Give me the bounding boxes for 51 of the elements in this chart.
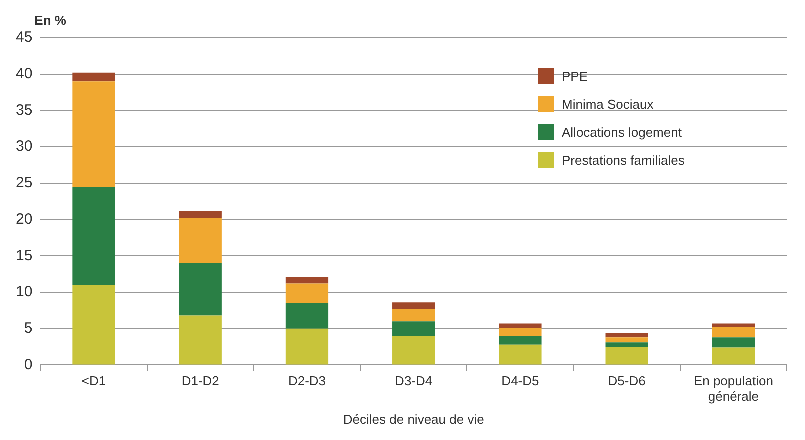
- bar: [392, 336, 436, 365]
- bar: [606, 342, 648, 348]
- y-tick-label: 5: [24, 320, 33, 337]
- bar: [606, 338, 648, 343]
- bar: [392, 302, 436, 310]
- legend-label: Prestations familiales: [562, 152, 685, 168]
- bar: [286, 303, 329, 329]
- y-tick-label: 0: [24, 356, 33, 374]
- bar: [286, 284, 329, 304]
- y-tick-label: 40: [16, 65, 33, 82]
- y-tick-label: 10: [16, 284, 33, 301]
- bar: [72, 187, 116, 286]
- y-tick-label: 25: [16, 174, 33, 192]
- bar: [286, 277, 329, 284]
- bar: [72, 285, 116, 365]
- bar: [392, 309, 436, 322]
- bar: [606, 347, 648, 365]
- x-tick-label: <D1: [82, 374, 106, 389]
- bar: [606, 333, 648, 338]
- y-tick-label: 20: [16, 210, 33, 228]
- bar: [712, 327, 756, 338]
- bar: [179, 263, 222, 316]
- bar: [499, 344, 542, 365]
- y-tick-label: 45: [16, 29, 33, 46]
- bar: [499, 336, 542, 345]
- x-tick-label: D1-D2: [182, 374, 220, 389]
- legend-label: Allocations logement: [562, 124, 682, 140]
- bar: [499, 328, 542, 336]
- bar: [712, 348, 756, 365]
- y-tick-label: 30: [16, 138, 33, 156]
- x-axis-title: Déciles de niveau de vie: [343, 412, 484, 427]
- bar: [72, 82, 116, 188]
- bar: [179, 211, 222, 218]
- x-tick-label: D5-D6: [608, 374, 646, 389]
- y-tick-label: 35: [16, 102, 33, 119]
- bar: [712, 338, 756, 348]
- bar: [712, 324, 756, 328]
- legend-label: Minima Sociaux: [562, 96, 654, 112]
- y-tick-label: 15: [16, 247, 33, 264]
- bar: [179, 218, 222, 264]
- bar: [72, 72, 116, 82]
- x-tick-label: D2-D3: [288, 374, 326, 389]
- bar: [392, 322, 436, 336]
- bar: [499, 324, 542, 328]
- bar: [179, 316, 222, 365]
- x-tick-label: En population générale: [694, 374, 774, 404]
- x-tick-label: D4-D5: [502, 374, 540, 389]
- bar: [286, 328, 329, 365]
- y-axis-title: En %: [34, 13, 67, 28]
- x-tick-label: D3-D4: [395, 374, 433, 389]
- legend-label: PPE: [562, 68, 588, 84]
